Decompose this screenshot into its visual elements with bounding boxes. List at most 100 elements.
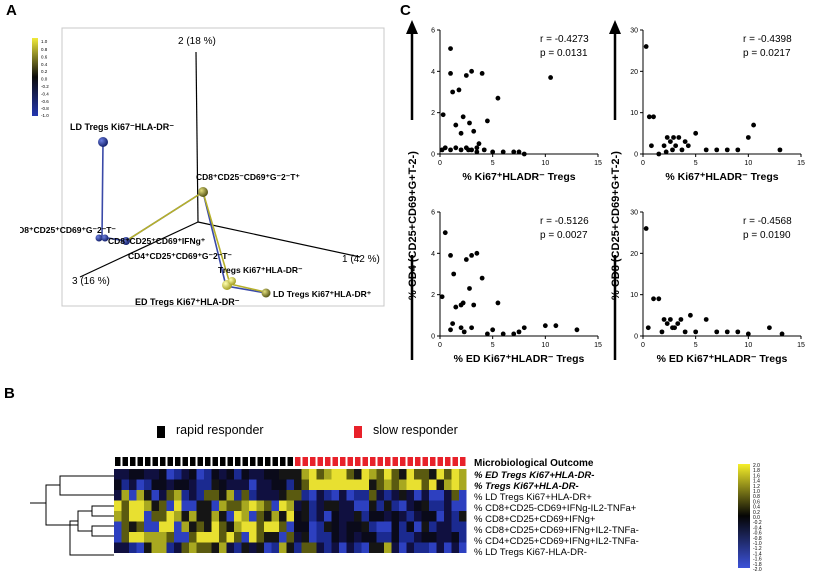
x-tick-label: 10: [541, 160, 549, 167]
scatter-point: [490, 149, 496, 155]
heatmap-cell: [346, 521, 354, 532]
pca-colorbar-top: 1.0: [41, 39, 48, 44]
heatmap-cell: [346, 542, 354, 553]
heatmap-cell: [316, 532, 324, 543]
heatmap-cell: [316, 542, 324, 553]
scale-label: 1.6: [753, 473, 760, 479]
heatmap-cell: [174, 500, 182, 511]
heatmap-cell: [219, 469, 227, 480]
outcome-cell: [115, 457, 121, 466]
x-tick-label: 5: [694, 160, 698, 167]
heatmap-cell: [189, 500, 197, 511]
heatmap-cell: [309, 521, 317, 532]
pca-label-ld-tregs-ki67pos: LD Tregs Ki67⁺HLA-DR⁺: [273, 289, 372, 299]
heatmap-cell: [249, 479, 257, 490]
scatter-cd4_vs_ki67: 0 5 10 15 0 2 4 6 r = -0.4273 p = 0.0131 % Ki67⁺HL…: [431, 28, 602, 184]
scale-label: -0.2: [753, 520, 762, 526]
heatmap-cell: [309, 479, 317, 490]
heatmap-cell: [151, 532, 159, 543]
heatmap-cell: [249, 532, 257, 543]
heatmap-cell: [301, 511, 309, 522]
heatmap-cell: [114, 479, 122, 490]
x-axis-label: % Ki67⁺HLADR⁻ Tregs: [462, 171, 575, 183]
heatmap-cell: [174, 542, 182, 553]
heatmap-cell: [361, 500, 369, 511]
heatmap-cell: [234, 542, 242, 553]
scatter-point: [643, 226, 649, 231]
scatter-point: [450, 321, 456, 326]
heatmap-cell: [249, 469, 257, 480]
heatmap-cell: [294, 521, 302, 532]
heatmap-cell: [196, 469, 204, 480]
heatmap-cell: [114, 521, 122, 532]
heatmap-cell: [211, 521, 219, 532]
heatmap-cell: [406, 542, 414, 553]
heatmap-cell: [414, 521, 422, 532]
heatmap-cell: [226, 479, 234, 490]
y-tick-label: 0: [431, 152, 435, 159]
outcome-cell: [257, 457, 263, 466]
scatter-point: [458, 325, 464, 331]
scale-label: 1.2: [753, 484, 760, 490]
outcome-cell: [175, 457, 181, 466]
scatter-point: [466, 147, 471, 153]
outcome-cell: [272, 457, 278, 466]
heatmap-cell: [331, 500, 339, 511]
heatmap-cell: [121, 500, 129, 511]
scatter-point: [474, 145, 480, 151]
outcome-cell: [325, 457, 331, 466]
heatmap-cell: [121, 490, 129, 501]
scatter-point: [693, 130, 699, 136]
outcome-cell: [227, 457, 233, 466]
outcome-cell: [377, 457, 383, 466]
pca-axis-2: [195, 51, 199, 223]
scatter-point: [453, 145, 459, 151]
heatmap-cell: [354, 490, 362, 501]
scatter-point: [678, 317, 684, 322]
heatmap-cell: [361, 479, 369, 490]
x-tick-label: 15: [797, 160, 805, 167]
scatter-point: [651, 114, 656, 120]
heatmap-cell: [234, 521, 242, 532]
scatter-point: [574, 327, 580, 333]
x-tick-label: 0: [438, 342, 442, 349]
outcome-cell: [152, 457, 158, 466]
heatmap-cell: [444, 500, 452, 511]
scatter-point: [767, 325, 772, 331]
heatmap-cell: [241, 490, 249, 501]
heatmap-cell: [159, 469, 167, 480]
scale-label: -1.4: [753, 551, 762, 557]
heatmap-cell: [234, 469, 242, 480]
heatmap-cell: [309, 500, 317, 511]
pca-label-cd8-cd25pos-g: CD8⁺CD25⁺CD69⁺G⁻2⁻T⁻: [20, 225, 116, 235]
y-tick-label: 4: [431, 251, 435, 258]
row-label: % LD Tregs Ki67-HLA-DR-: [474, 547, 587, 558]
heatmap-cell: [249, 500, 257, 511]
outcome-cell: [452, 457, 458, 466]
heatmap-cell: [204, 511, 212, 522]
heatmap-cell: [436, 479, 444, 490]
scatter-point: [479, 71, 485, 76]
heatmap-cell: [204, 490, 212, 501]
heatmap-cell: [144, 511, 152, 522]
outcome-cell: [197, 457, 203, 466]
heatmap-cell: [204, 521, 212, 532]
scatter-cd4_vs_ed_ki67: 0 5 10 15 0 2 4 6 r = -0.5126 p = 0.0027 % ED Ki67…: [431, 210, 602, 366]
heatmap-cell: [339, 490, 347, 501]
heatmap-cell: [256, 490, 264, 501]
heatmap-cell: [339, 479, 347, 490]
heatmap-cell: [129, 532, 137, 543]
heatmap-cell: [174, 521, 182, 532]
pca-colorbar-tick: 0.6: [41, 54, 48, 59]
heatmap-cell: [451, 542, 459, 553]
heatmap-cell: [249, 490, 257, 501]
x-tick-label: 5: [491, 160, 495, 167]
heatmap-cell: [264, 511, 272, 522]
heatmap-cell: [264, 542, 272, 553]
heatmap-cell: [399, 479, 407, 490]
pca-path-yellow: [125, 190, 266, 293]
heatmap-cell: [226, 532, 234, 543]
heatmap-cell: [436, 490, 444, 501]
cd4-ylabel: % CD4 (CD25+CD69+G+T-2-): [407, 151, 419, 300]
heatmap-cell: [279, 511, 287, 522]
